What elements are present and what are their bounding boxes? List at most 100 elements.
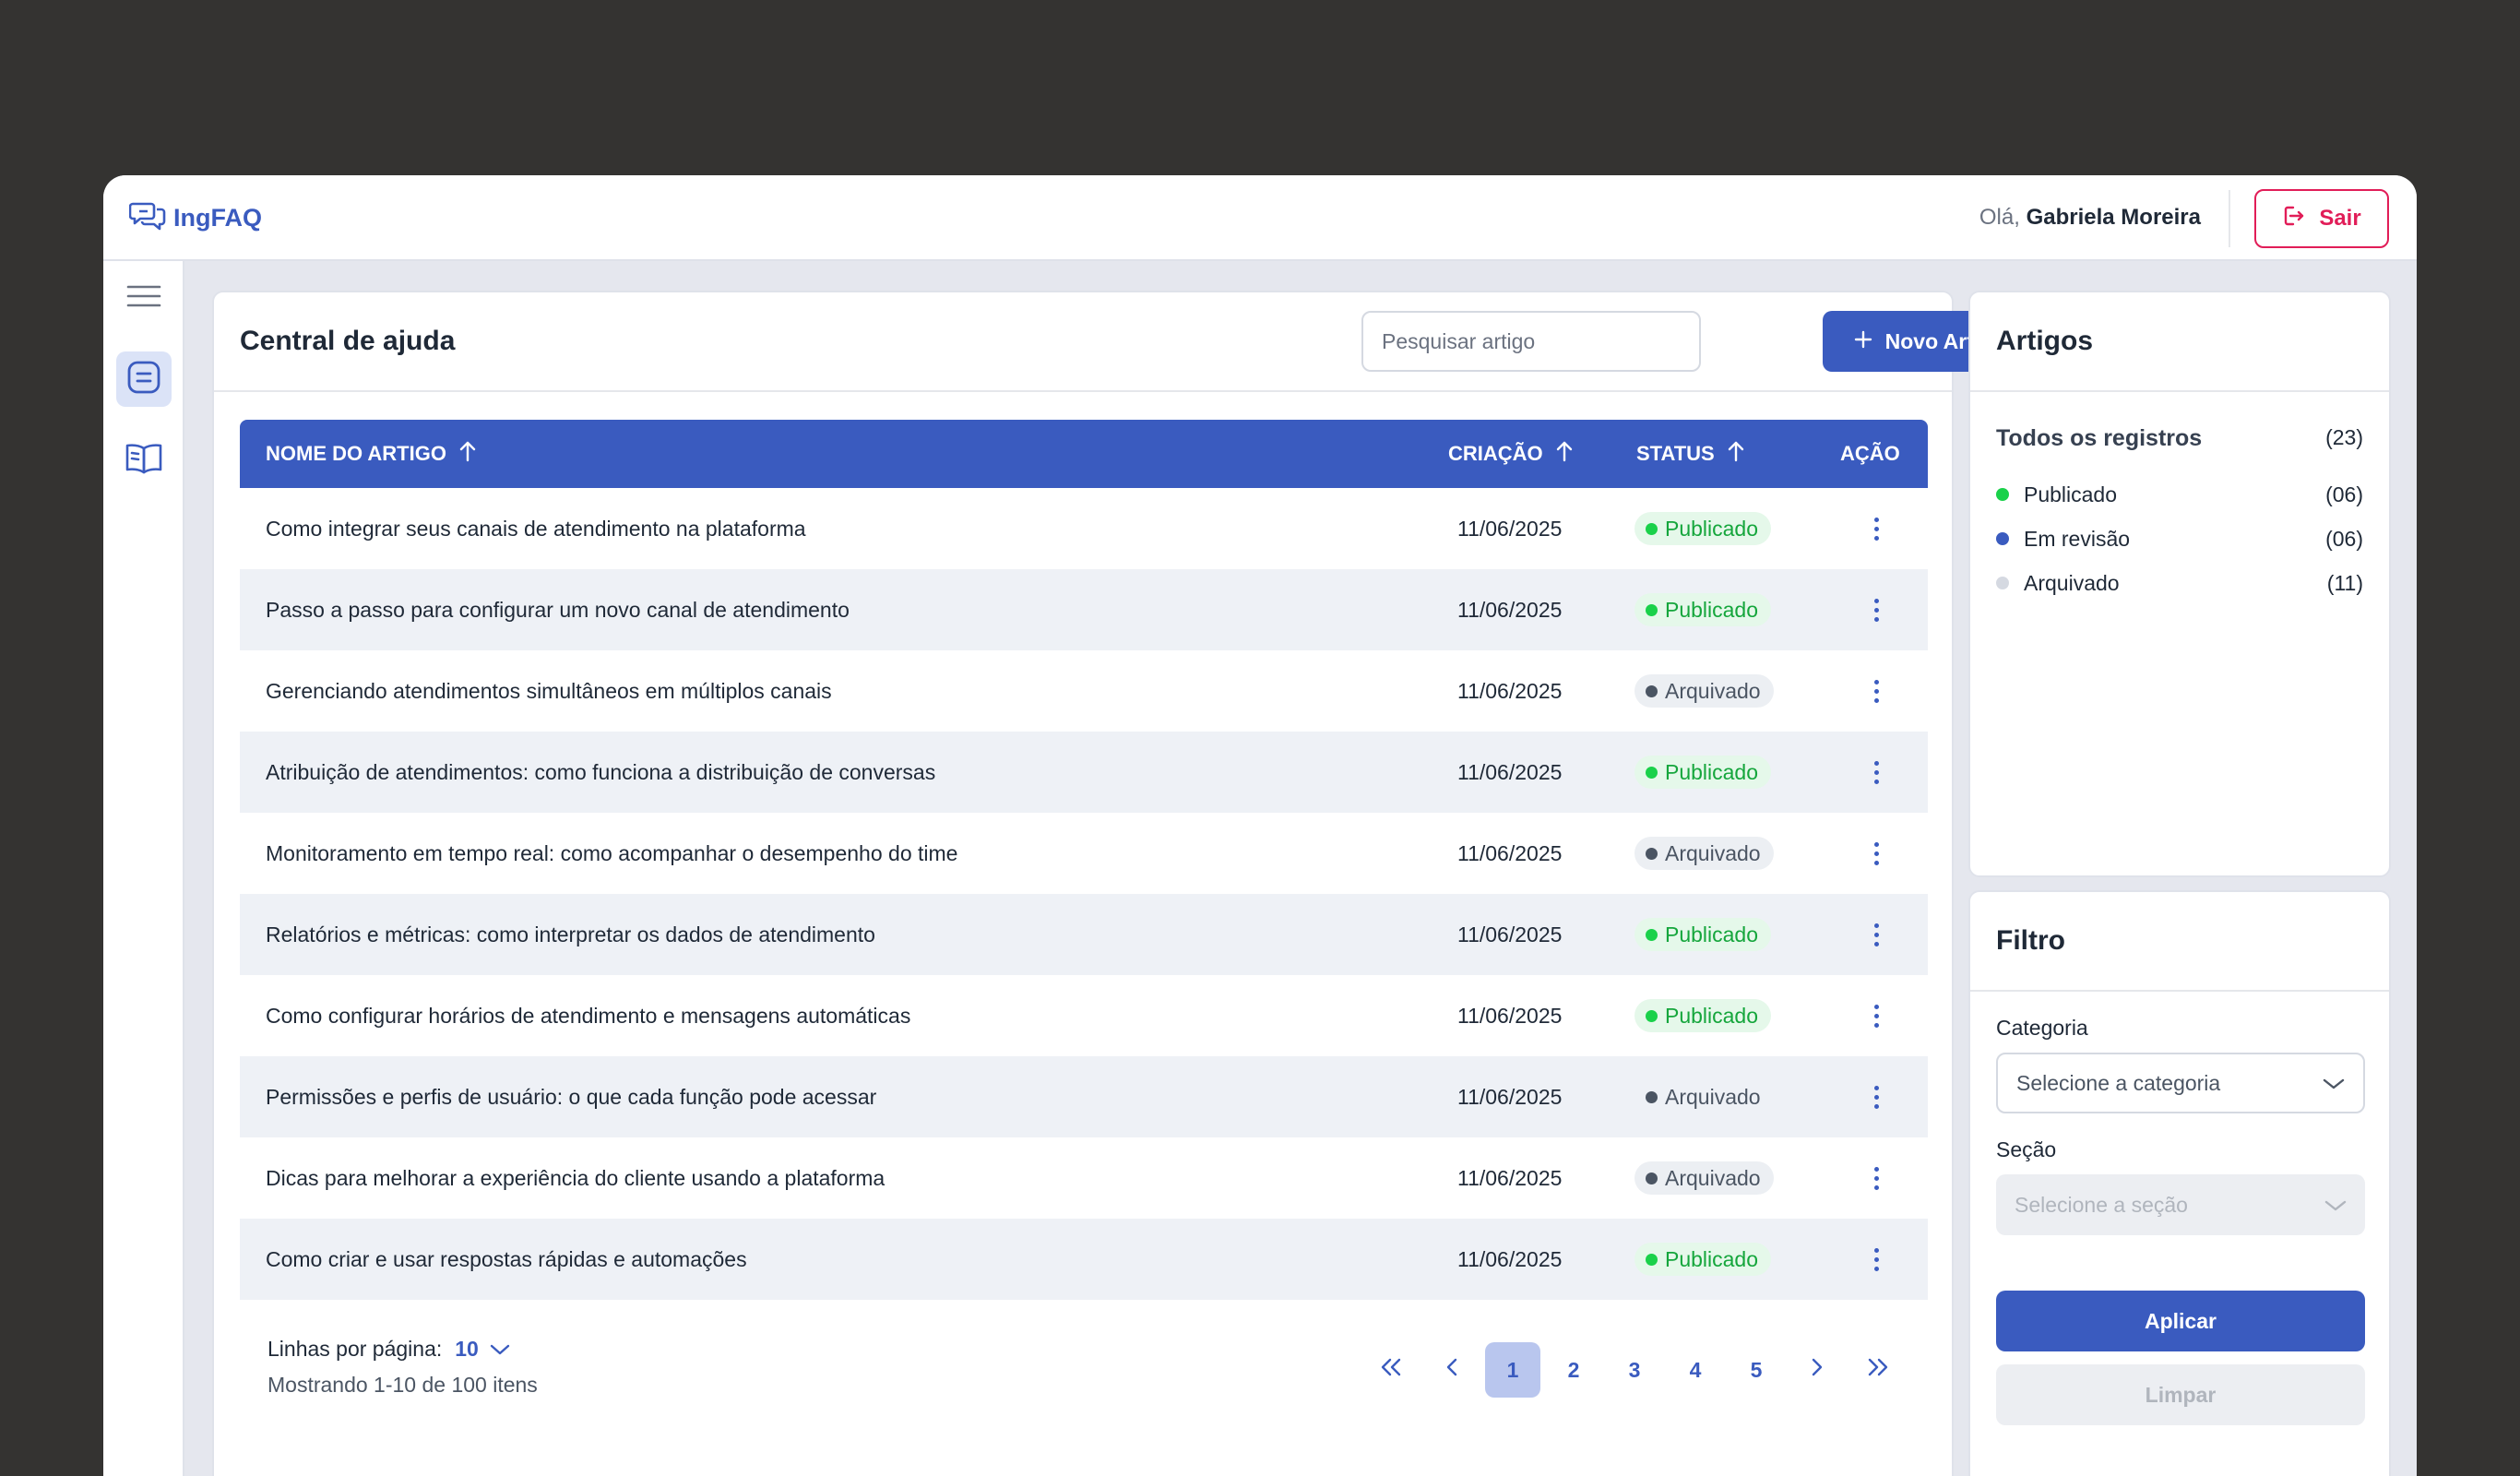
status-dot-icon (1646, 847, 1658, 860)
status-badge-label: Publicado (1665, 922, 1759, 946)
status-badge: Arquivado (1634, 837, 1774, 870)
pagination-info: Linhas por página: 10 Mostrando 1-10 de … (267, 1337, 538, 1398)
row-actions-button[interactable] (1858, 894, 1895, 975)
section-select[interactable]: Selecione a seção (1996, 1174, 2365, 1235)
last-page-button[interactable] (1850, 1342, 1906, 1398)
page-button[interactable]: 3 (1628, 1357, 1641, 1382)
kebab-menu-icon (1873, 1004, 1879, 1028)
article-status: Arquivado (1634, 650, 1774, 732)
status-stat-label: Arquivado (2024, 570, 2120, 595)
row-actions-button[interactable] (1858, 1137, 1895, 1219)
next-page-button[interactable] (1789, 1342, 1845, 1398)
articles-stats-header: Artigos (1970, 292, 2389, 392)
greeting-prefix: Olá, (1979, 205, 2020, 230)
articles-table: NOME DO ARTIGO CRIAÇÃO STATUS AÇÃO Como … (240, 420, 1928, 1300)
table-row[interactable]: Dicas para melhorar a experiência do cli… (240, 1137, 1928, 1219)
search-input[interactable] (1361, 311, 1701, 372)
article-date: 11/06/2025 (1457, 678, 1563, 703)
clear-filter-button[interactable]: Limpar (1996, 1364, 2365, 1425)
row-actions-button[interactable] (1858, 650, 1895, 732)
status-stat-row[interactable]: Em revisão (06) (1996, 525, 2363, 553)
kebab-menu-icon (1873, 1166, 1879, 1190)
status-badge: Arquivado (1634, 1080, 1774, 1113)
page-button[interactable]: 4 (1689, 1357, 1702, 1382)
chevron-down-icon (490, 1337, 510, 1362)
column-header-name[interactable]: NOME DO ARTIGO (266, 420, 476, 488)
row-actions-button[interactable] (1858, 975, 1895, 1056)
chevron-down-icon (2324, 1193, 2347, 1218)
page-button[interactable]: 5 (1750, 1357, 1763, 1382)
category-placeholder: Selecione a categoria (2016, 1070, 2221, 1095)
status-dot-icon (1646, 766, 1658, 779)
prev-page-button[interactable] (1424, 1342, 1480, 1398)
table-row[interactable]: Como configurar horários de atendimento … (240, 975, 1928, 1056)
column-header-status[interactable]: STATUS (1636, 420, 1744, 488)
row-actions-button[interactable] (1858, 1056, 1895, 1137)
column-created-label: CRIAÇÃO (1448, 442, 1543, 465)
first-page-button[interactable] (1363, 1342, 1419, 1398)
apply-filter-button[interactable]: Aplicar (1996, 1291, 2365, 1351)
chevrons-left-icon (1379, 1357, 1403, 1383)
logout-button[interactable]: Sair (2254, 189, 2389, 248)
page-button[interactable]: 1 (1485, 1342, 1540, 1398)
status-badge-label: Publicado (1665, 1003, 1759, 1028)
status-dot-icon (1646, 1172, 1658, 1184)
row-actions-button[interactable] (1858, 813, 1895, 894)
row-actions-button[interactable] (1858, 1219, 1895, 1300)
status-stat-row[interactable]: Arquivado (11) (1996, 569, 2363, 597)
sidebar-item-knowledge-base[interactable] (116, 433, 172, 488)
table-row[interactable]: Atribuição de atendimentos: como funcion… (240, 732, 1928, 813)
column-header-created[interactable]: CRIAÇÃO (1448, 420, 1573, 488)
table-row[interactable]: Como criar e usar respostas rápidas e au… (240, 1219, 1928, 1300)
row-actions-button[interactable] (1858, 488, 1895, 569)
rows-per-page-value: 10 (455, 1337, 479, 1361)
all-records-label[interactable]: Todos os registros (1996, 425, 2203, 451)
article-name[interactable]: Como criar e usar respostas rápidas e au… (266, 1246, 747, 1271)
table-row[interactable]: Monitoramento em tempo real: como acompa… (240, 813, 1928, 894)
chevron-right-icon (1810, 1357, 1825, 1383)
row-actions-button[interactable] (1858, 732, 1895, 813)
article-name[interactable]: Como integrar seus canais de atendimento… (266, 516, 806, 541)
table-header: NOME DO ARTIGO CRIAÇÃO STATUS AÇÃO (240, 420, 1928, 488)
table-row[interactable]: Permissões e perfis de usuário: o que ca… (240, 1056, 1928, 1137)
articles-icon (125, 359, 162, 400)
sidebar-item-articles[interactable] (116, 351, 172, 407)
article-date: 11/06/2025 (1457, 597, 1563, 622)
article-name[interactable]: Como configurar horários de atendimento … (266, 1003, 911, 1028)
status-badge: Arquivado (1634, 1161, 1774, 1195)
top-bar: IngFAQ Olá, Gabriela Moreira Sair (103, 175, 2417, 261)
rows-per-page-label: Linhas por página: (267, 1337, 443, 1361)
rows-per-page-select[interactable]: 10 (455, 1337, 510, 1362)
app-logo[interactable]: IngFAQ (128, 199, 262, 237)
topbar-divider (2229, 190, 2230, 247)
row-actions-button[interactable] (1858, 569, 1895, 650)
section-label: Seção (1996, 1137, 2057, 1161)
table-row[interactable]: Relatórios e métricas: como interpretar … (240, 894, 1928, 975)
filter-card: Filtro Categoria Selecione a categoria S… (1968, 890, 2391, 1476)
status-stat-count: (06) (2325, 526, 2363, 551)
article-name[interactable]: Relatórios e métricas: como interpretar … (266, 922, 875, 946)
category-select[interactable]: Selecione a categoria (1996, 1053, 2365, 1113)
articles-stats-title: Artigos (1996, 326, 2093, 356)
status-badge-label: Arquivado (1665, 840, 1761, 865)
column-status-label: STATUS (1636, 442, 1715, 465)
chevron-down-icon (2323, 1071, 2345, 1096)
status-badge: Publicado (1634, 999, 1772, 1032)
article-name[interactable]: Dicas para melhorar a experiência do cli… (266, 1165, 886, 1190)
table-row[interactable]: Gerenciando atendimentos simultâneos em … (240, 650, 1928, 732)
article-name[interactable]: Monitoramento em tempo real: como acompa… (266, 840, 958, 865)
sidebar-menu-button[interactable] (116, 270, 172, 326)
status-badge-label: Publicado (1665, 759, 1759, 784)
article-name[interactable]: Atribuição de atendimentos: como funcion… (266, 759, 936, 784)
article-name[interactable]: Passo a passo para configurar um novo ca… (266, 597, 850, 622)
article-status: Publicado (1634, 569, 1772, 650)
status-stat-label: Publicado (2024, 482, 2118, 506)
filter-header: Filtro (1970, 892, 2389, 992)
article-name[interactable]: Gerenciando atendimentos simultâneos em … (266, 678, 832, 703)
status-stat-row[interactable]: Publicado (06) (1996, 481, 2363, 508)
column-name-label: NOME DO ARTIGO (266, 442, 446, 465)
table-row[interactable]: Passo a passo para configurar um novo ca… (240, 569, 1928, 650)
table-row[interactable]: Como integrar seus canais de atendimento… (240, 488, 1928, 569)
article-name[interactable]: Permissões e perfis de usuário: o que ca… (266, 1084, 877, 1109)
page-button[interactable]: 2 (1567, 1357, 1580, 1382)
